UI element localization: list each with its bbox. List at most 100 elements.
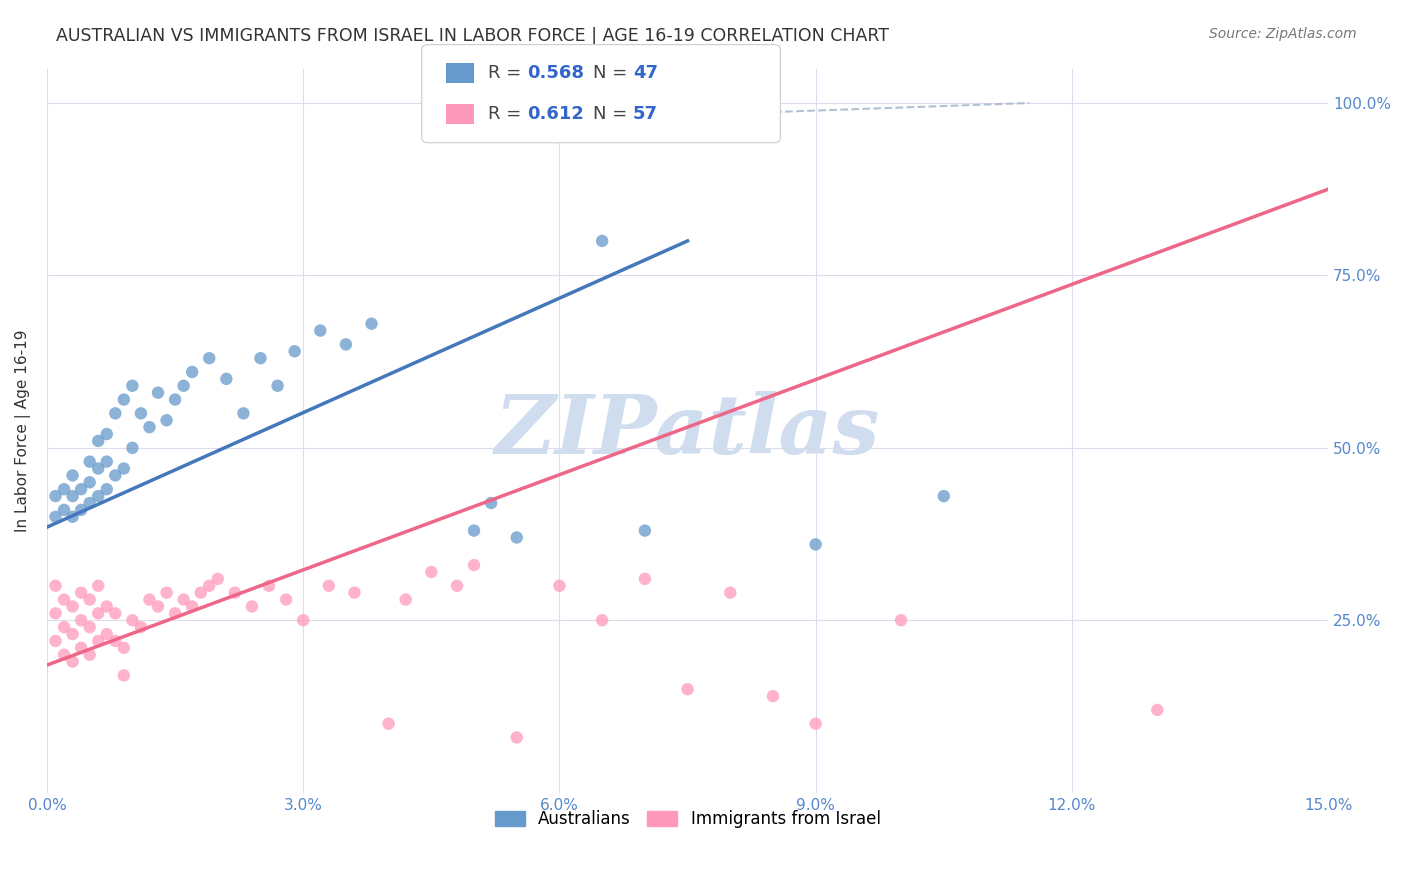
- Point: [335, 337, 357, 351]
- Point: [762, 689, 785, 703]
- Text: ZIPatlas: ZIPatlas: [495, 391, 880, 471]
- Point: [377, 716, 399, 731]
- Point: [44, 607, 66, 621]
- Point: [112, 461, 135, 475]
- Point: [292, 613, 315, 627]
- Point: [62, 599, 84, 614]
- Point: [96, 627, 118, 641]
- Point: [198, 579, 221, 593]
- Text: N =: N =: [593, 105, 633, 123]
- Point: [79, 475, 101, 490]
- Point: [634, 572, 657, 586]
- Text: 57: 57: [633, 105, 658, 123]
- Point: [112, 392, 135, 407]
- Point: [181, 365, 204, 379]
- Point: [104, 406, 127, 420]
- Y-axis label: In Labor Force | Age 16-19: In Labor Force | Age 16-19: [15, 329, 31, 532]
- Point: [343, 585, 366, 599]
- Point: [146, 385, 169, 400]
- Point: [79, 496, 101, 510]
- Point: [70, 585, 93, 599]
- Point: [506, 531, 529, 545]
- Point: [87, 634, 110, 648]
- Point: [53, 592, 76, 607]
- Point: [87, 461, 110, 475]
- Text: 0.612: 0.612: [527, 105, 583, 123]
- Point: [104, 607, 127, 621]
- Point: [112, 668, 135, 682]
- Point: [506, 731, 529, 745]
- Point: [70, 503, 93, 517]
- Point: [155, 585, 177, 599]
- Point: [87, 607, 110, 621]
- Text: R =: R =: [488, 64, 527, 82]
- Point: [62, 655, 84, 669]
- Point: [165, 392, 187, 407]
- Point: [804, 537, 827, 551]
- Point: [548, 579, 571, 593]
- Point: [676, 682, 699, 697]
- Point: [96, 427, 118, 442]
- Point: [207, 572, 229, 586]
- Point: [44, 489, 66, 503]
- Point: [420, 565, 443, 579]
- Point: [479, 496, 502, 510]
- Point: [129, 620, 152, 634]
- Point: [804, 716, 827, 731]
- Point: [129, 406, 152, 420]
- Point: [138, 420, 160, 434]
- Point: [62, 468, 84, 483]
- Point: [121, 378, 143, 392]
- Point: [104, 468, 127, 483]
- Point: [1146, 703, 1168, 717]
- Point: [173, 592, 195, 607]
- Point: [62, 627, 84, 641]
- Point: [146, 599, 169, 614]
- Point: [215, 372, 238, 386]
- Point: [44, 634, 66, 648]
- Point: [181, 599, 204, 614]
- Text: 47: 47: [633, 64, 658, 82]
- Point: [360, 317, 382, 331]
- Text: N =: N =: [593, 64, 633, 82]
- Point: [112, 640, 135, 655]
- Point: [53, 620, 76, 634]
- Point: [463, 558, 485, 572]
- Point: [70, 482, 93, 496]
- Point: [257, 579, 280, 593]
- Point: [87, 489, 110, 503]
- Point: [155, 413, 177, 427]
- Point: [79, 592, 101, 607]
- Point: [44, 509, 66, 524]
- Point: [79, 648, 101, 662]
- Point: [395, 592, 418, 607]
- Point: [240, 599, 263, 614]
- Point: [121, 441, 143, 455]
- Point: [224, 585, 246, 599]
- Point: [718, 585, 741, 599]
- Point: [96, 482, 118, 496]
- Point: [138, 592, 160, 607]
- Point: [165, 607, 187, 621]
- Point: [96, 455, 118, 469]
- Point: [44, 579, 66, 593]
- Text: 0.568: 0.568: [527, 64, 585, 82]
- Text: Source: ZipAtlas.com: Source: ZipAtlas.com: [1209, 27, 1357, 41]
- Point: [53, 482, 76, 496]
- Point: [198, 351, 221, 366]
- Point: [890, 613, 912, 627]
- Legend: Australians, Immigrants from Israel: Australians, Immigrants from Israel: [488, 804, 887, 835]
- Point: [53, 648, 76, 662]
- Point: [87, 579, 110, 593]
- Point: [463, 524, 485, 538]
- Point: [318, 579, 340, 593]
- Point: [190, 585, 212, 599]
- Point: [249, 351, 271, 366]
- Point: [446, 579, 468, 593]
- Point: [634, 524, 657, 538]
- Point: [79, 455, 101, 469]
- Point: [232, 406, 254, 420]
- Point: [104, 634, 127, 648]
- Point: [284, 344, 307, 359]
- Point: [173, 378, 195, 392]
